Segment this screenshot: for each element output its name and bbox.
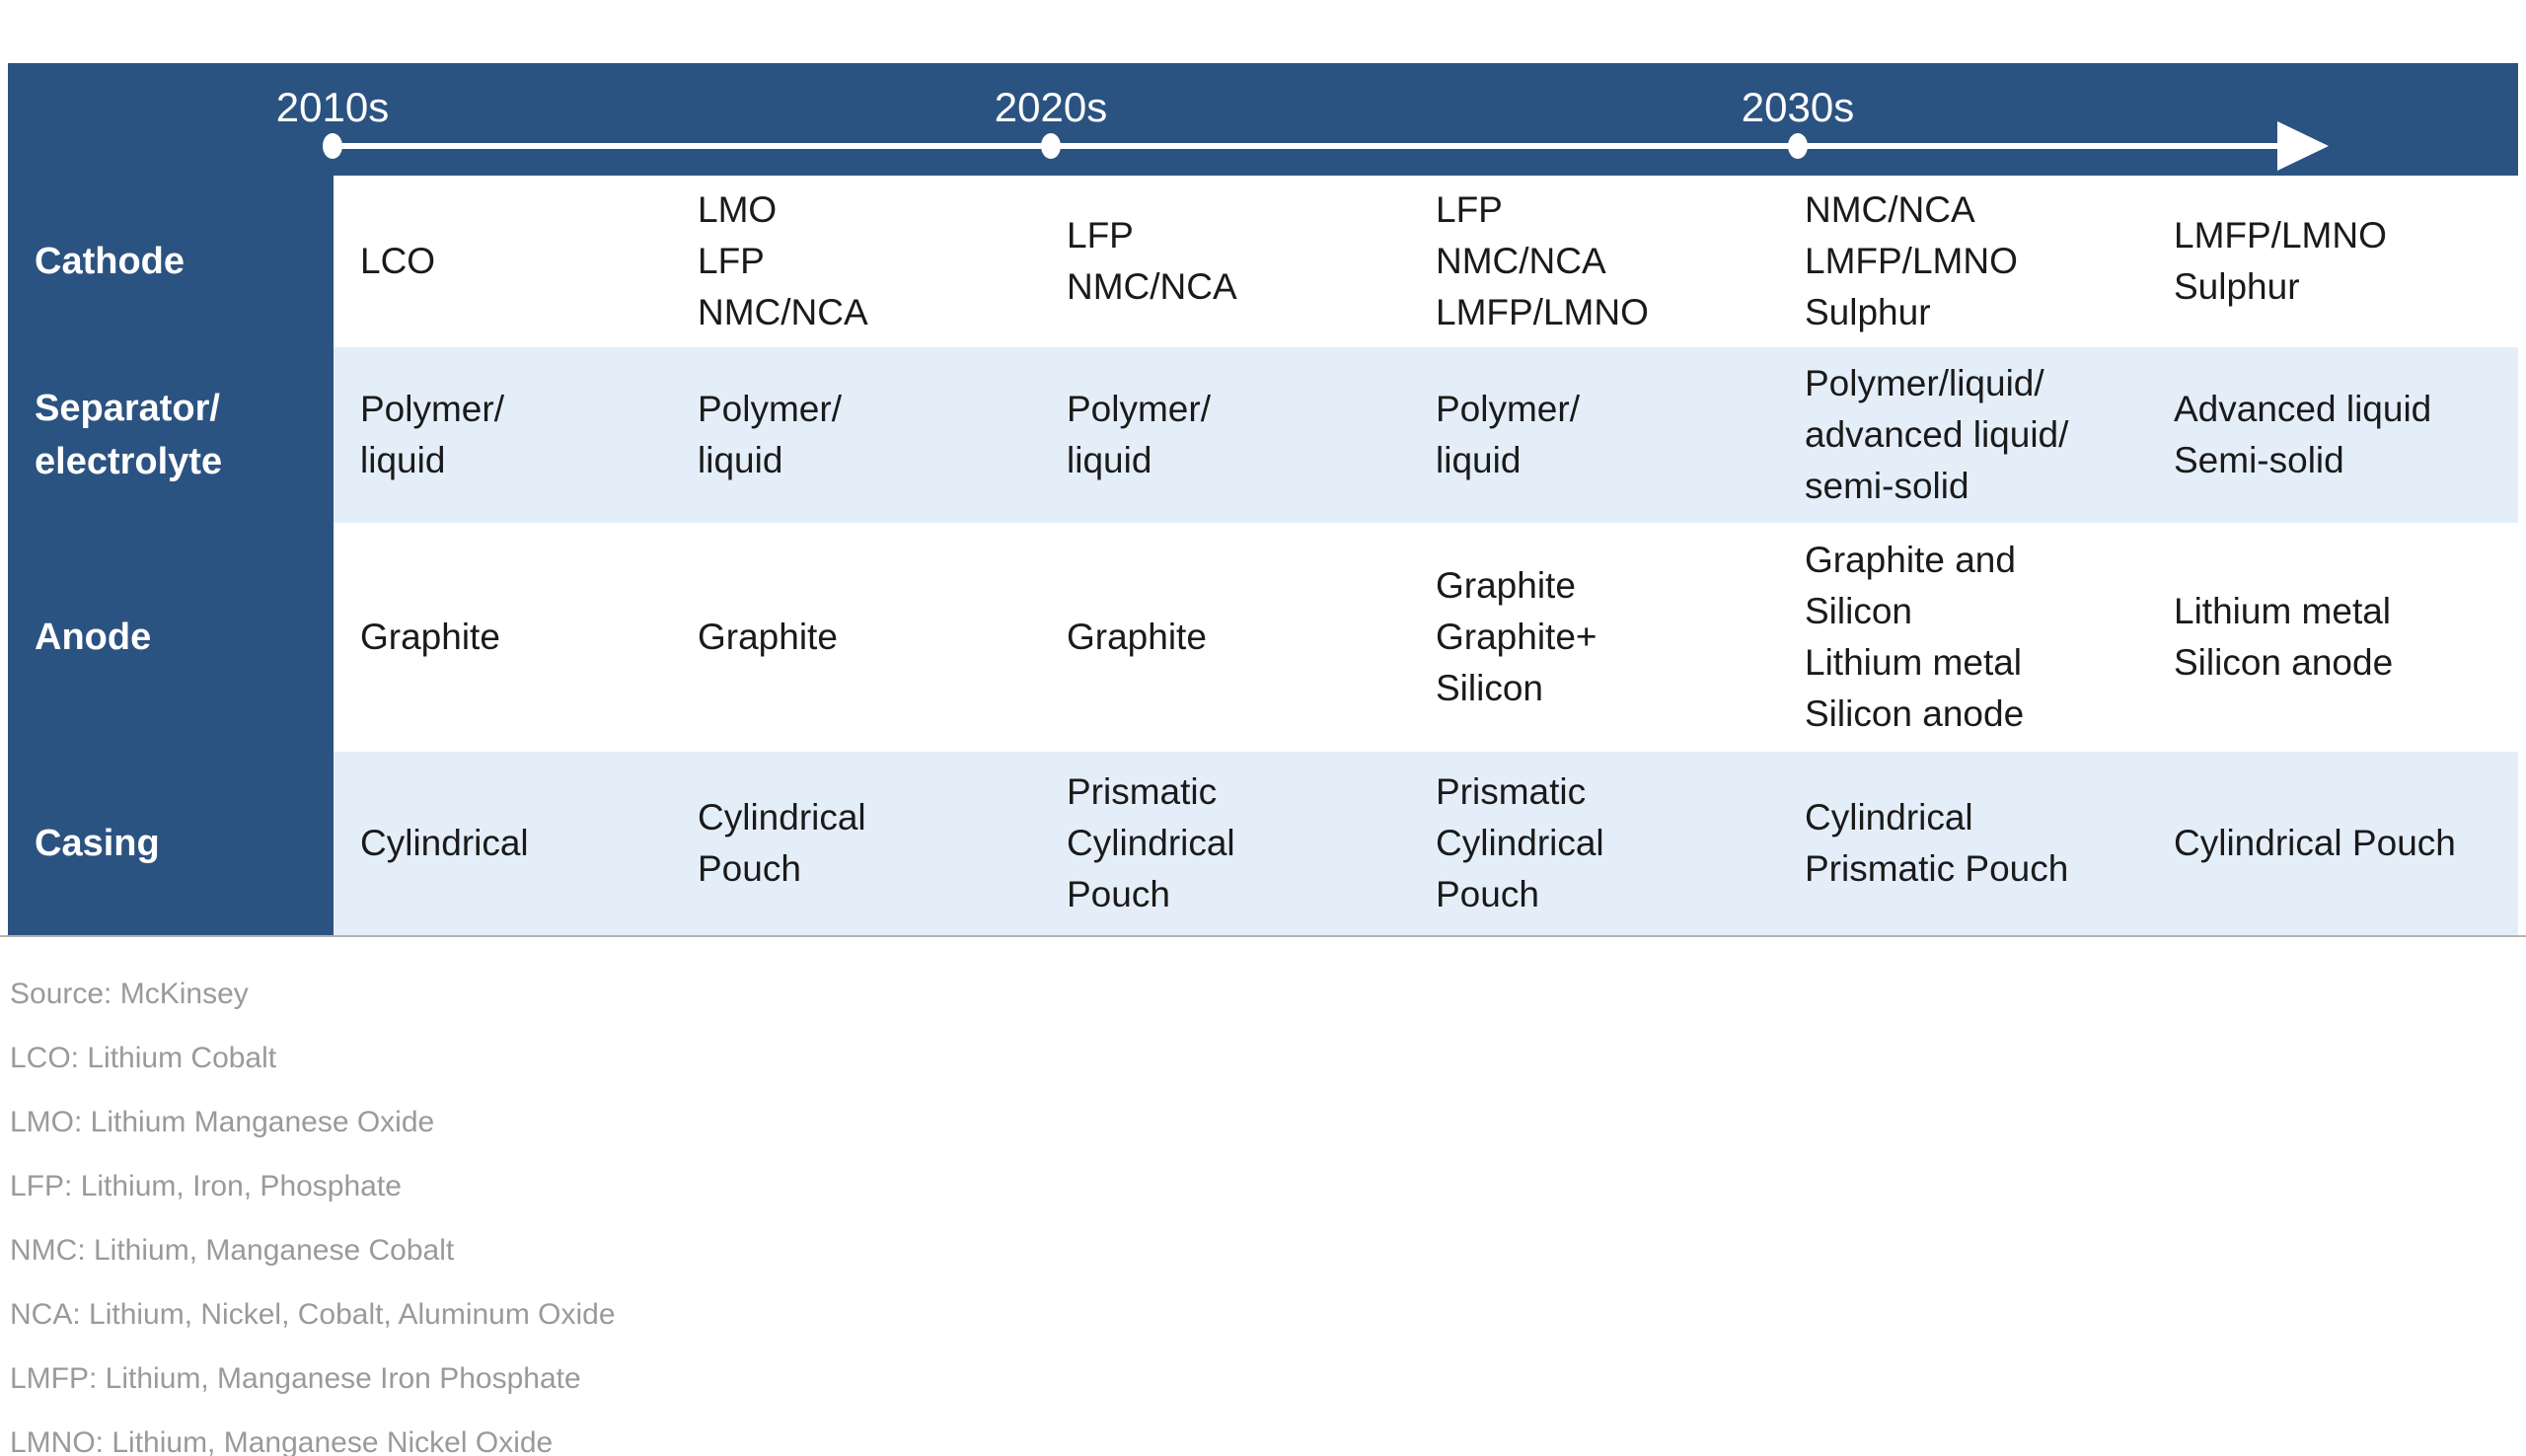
abbreviation-line: LMNO: Lithium, Manganese Nickel Oxide <box>10 1426 554 1456</box>
table-cell: Graphite <box>671 523 1040 752</box>
abbreviation-line: LMO: Lithium Manganese Oxide <box>10 1106 435 1138</box>
table-cell: Cylindrical Pouch <box>2147 752 2518 935</box>
timeline-header: 2010s 2020s 2030s <box>8 63 2518 176</box>
table-cell: LMO LFP NMC/NCA <box>671 176 1040 347</box>
table-row: Separator/ electrolyte Polymer/ liquid Pol… <box>8 347 2518 523</box>
roadmap-table: 2010s 2020s 2030s Cathode LCO LMO LFP NMC/… <box>8 63 2518 935</box>
table-bottom-divider <box>0 935 2526 937</box>
row-header-casing: Casing <box>8 752 334 935</box>
table-cell: Polymer/ liquid <box>334 347 671 523</box>
footnotes: Source: McKinsey LCO: Lithium Cobalt LMO: … <box>10 962 1194 1456</box>
table-cell: Polymer/ liquid <box>1040 347 1409 523</box>
timeline-arrow-icon <box>323 121 2329 171</box>
table-cell: Polymer/liquid/ advanced liquid/ semi-so… <box>1778 347 2147 523</box>
table-cell: Graphite <box>1040 523 1409 752</box>
row-header-anode: Anode <box>8 523 334 752</box>
table-cell: Cylindrical Pouch <box>671 752 1040 935</box>
abbreviation-line: NCA: Lithium, Nickel, Cobalt, Aluminum O… <box>10 1298 616 1331</box>
table-row: Anode Graphite Graphite Graphite Graphite Gr… <box>8 523 2518 752</box>
table-cell: NMC/NCA LMFP/LMNO Sulphur <box>1778 176 2147 347</box>
table-row: Casing Cylindrical Cylindrical Pouch Prisma… <box>8 752 2518 935</box>
row-header-separator: Separator/ electrolyte <box>8 347 334 523</box>
table-cell: LFP NMC/NCA LMFP/LMNO <box>1409 176 1778 347</box>
source-line: Source: McKinsey <box>10 978 249 1010</box>
table-cell: Cylindrical <box>334 752 671 935</box>
table-cell: Polymer/ liquid <box>671 347 1040 523</box>
table-cell: Lithium metal Silicon anode <box>2147 523 2518 752</box>
abbreviation-line: LFP: Lithium, Iron, Phosphate <box>10 1170 402 1202</box>
table-cell: LMFP/LMNO Sulphur <box>2147 176 2518 347</box>
table-cell: Prismatic Cylindrical Pouch <box>1409 752 1778 935</box>
table-cell: LCO <box>334 176 671 347</box>
table-cell: Prismatic Cylindrical Pouch <box>1040 752 1409 935</box>
decade-label-2030s: 2030s <box>1741 84 1855 130</box>
abbreviation-line: LMFP: Lithium, Manganese Iron Phosphate <box>10 1362 581 1395</box>
table-cell: Graphite and Silicon Lithium metal Silic… <box>1778 523 2147 752</box>
decade-label-2020s: 2020s <box>994 84 1108 130</box>
table-cell: Polymer/ liquid <box>1409 347 1778 523</box>
table-cell: Graphite Graphite+ Silicon <box>1409 523 1778 752</box>
table-cell: Graphite <box>334 523 671 752</box>
component-grid: Cathode LCO LMO LFP NMC/NCA LFP NMC/NCA LFP … <box>8 176 2518 935</box>
row-header-cathode: Cathode <box>8 176 334 347</box>
abbreviation-line: LCO: Lithium Cobalt <box>10 1042 277 1074</box>
table-cell: Cylindrical Prismatic Pouch <box>1778 752 2147 935</box>
decade-label-2010s: 2010s <box>275 84 390 130</box>
table-cell: Advanced liquid Semi-solid <box>2147 347 2518 523</box>
abbreviation-line: NMC: Lithium, Manganese Cobalt <box>10 1234 455 1267</box>
table-row: Cathode LCO LMO LFP NMC/NCA LFP NMC/NCA LFP … <box>8 176 2518 347</box>
table-cell: LFP NMC/NCA <box>1040 176 1409 347</box>
